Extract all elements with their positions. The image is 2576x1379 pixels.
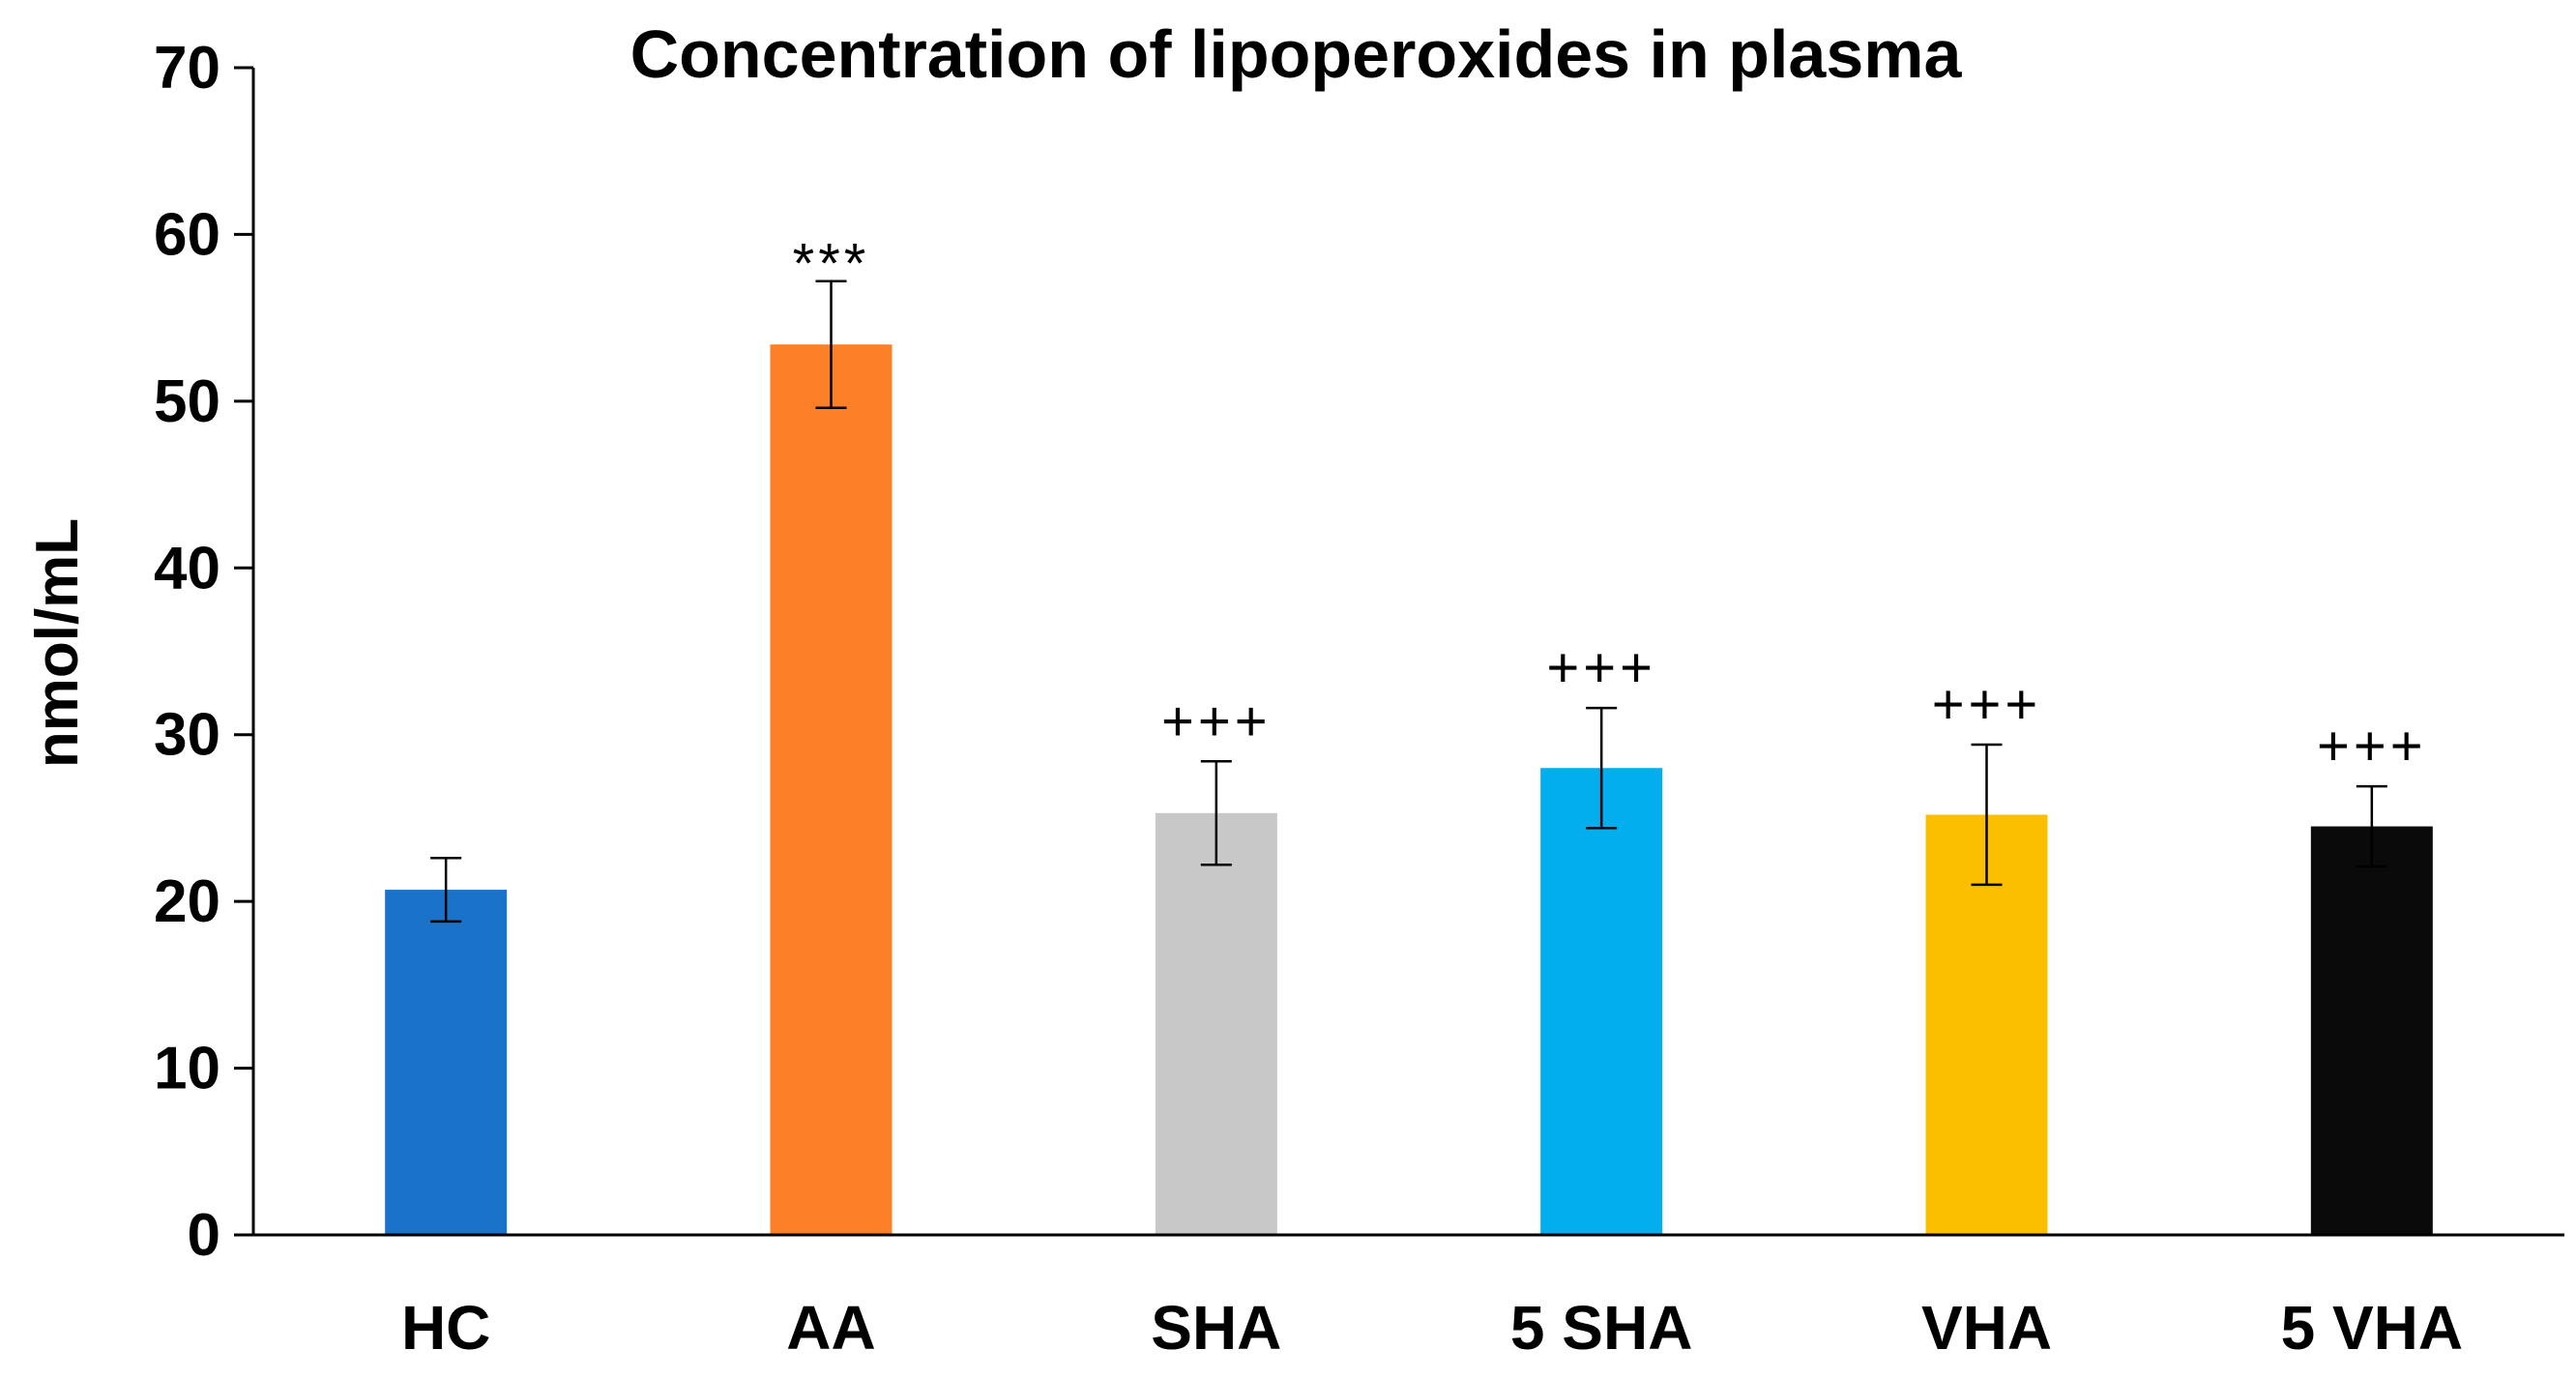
y-axis-label: nmol/mL <box>24 518 91 768</box>
bar-5-sha <box>1540 768 1663 1235</box>
x-tick-label: 5 SHA <box>1510 1293 1693 1363</box>
significance-label: *** <box>793 233 870 296</box>
y-tick-label: 50 <box>154 368 220 435</box>
significance-label: +++ <box>2317 715 2427 778</box>
bar-5-vha <box>2310 826 2433 1235</box>
x-axis-labels: HC AA SHA 5 SHA VHA 5 VHA <box>401 1293 2463 1363</box>
y-axis-ticks: 0 10 20 30 40 50 60 70 <box>154 35 253 1269</box>
x-tick-label: HC <box>401 1293 490 1363</box>
y-tick-label: 40 <box>154 535 220 601</box>
chart-title: Concentration of lipoperoxides in plasma <box>630 16 1963 92</box>
bar-sha <box>1155 812 1277 1235</box>
bars <box>385 344 2433 1235</box>
bar-hc <box>385 890 508 1235</box>
x-tick-label: SHA <box>1151 1293 1281 1363</box>
y-tick-label: 20 <box>154 868 220 935</box>
bar-aa <box>770 344 893 1235</box>
x-tick-label: 5 VHA <box>2281 1293 2464 1363</box>
x-tick-label: AA <box>786 1293 875 1363</box>
y-tick-label: 0 <box>188 1202 220 1269</box>
y-tick-label: 60 <box>154 201 220 268</box>
y-tick-label: 70 <box>154 35 220 102</box>
error-bars <box>430 279 2387 924</box>
significance-label: +++ <box>1546 636 1656 699</box>
y-tick-label: 30 <box>154 702 220 769</box>
significance-label: +++ <box>1161 690 1272 752</box>
significance-labels: *** +++ +++ +++ +++ <box>793 233 2427 778</box>
significance-label: +++ <box>1932 673 2042 736</box>
x-tick-label: VHA <box>1921 1293 2052 1363</box>
y-tick-label: 10 <box>154 1036 220 1102</box>
